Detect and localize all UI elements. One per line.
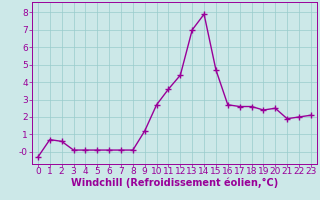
X-axis label: Windchill (Refroidissement éolien,°C): Windchill (Refroidissement éolien,°C) [71,177,278,188]
